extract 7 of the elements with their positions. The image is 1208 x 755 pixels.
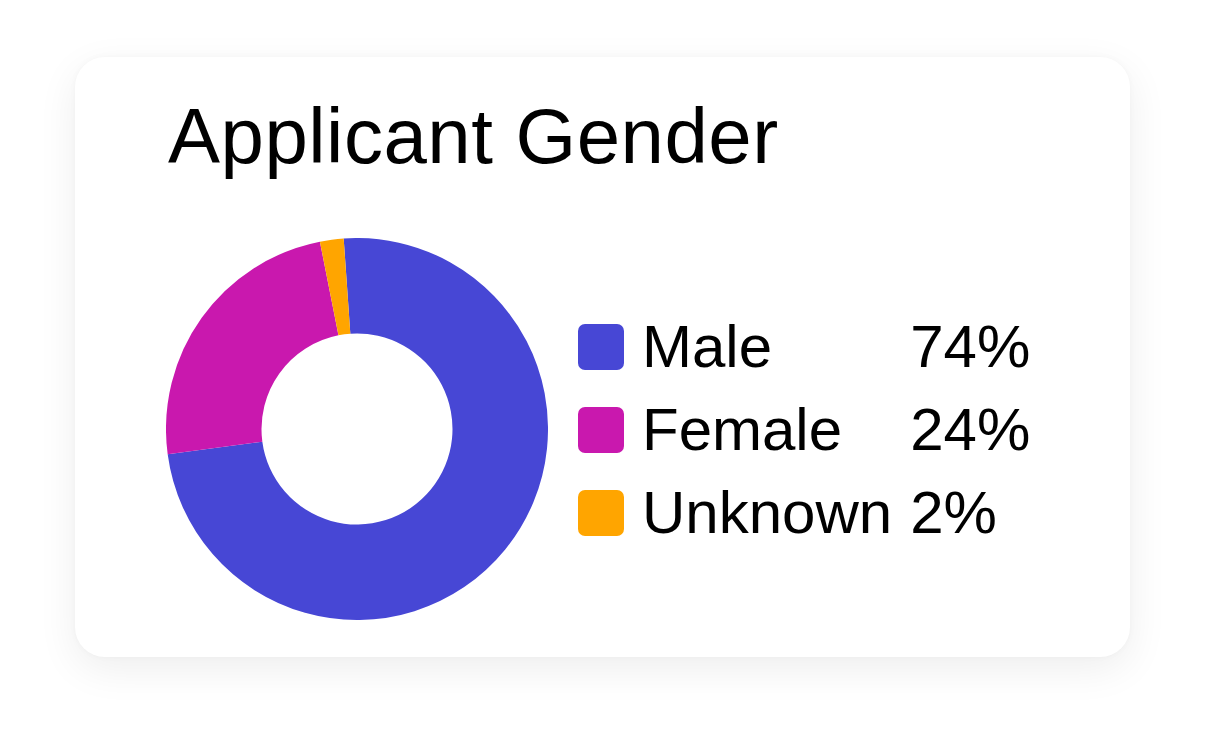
legend-label: Female [642, 395, 844, 465]
legend-label: Unknown [642, 478, 893, 548]
chart-title: Applicant Gender [168, 91, 779, 182]
data-label: 74% [910, 312, 1031, 382]
data-label: 24% [910, 395, 1031, 465]
legend-label: Male [642, 312, 774, 382]
data-label: 2% [910, 478, 998, 548]
